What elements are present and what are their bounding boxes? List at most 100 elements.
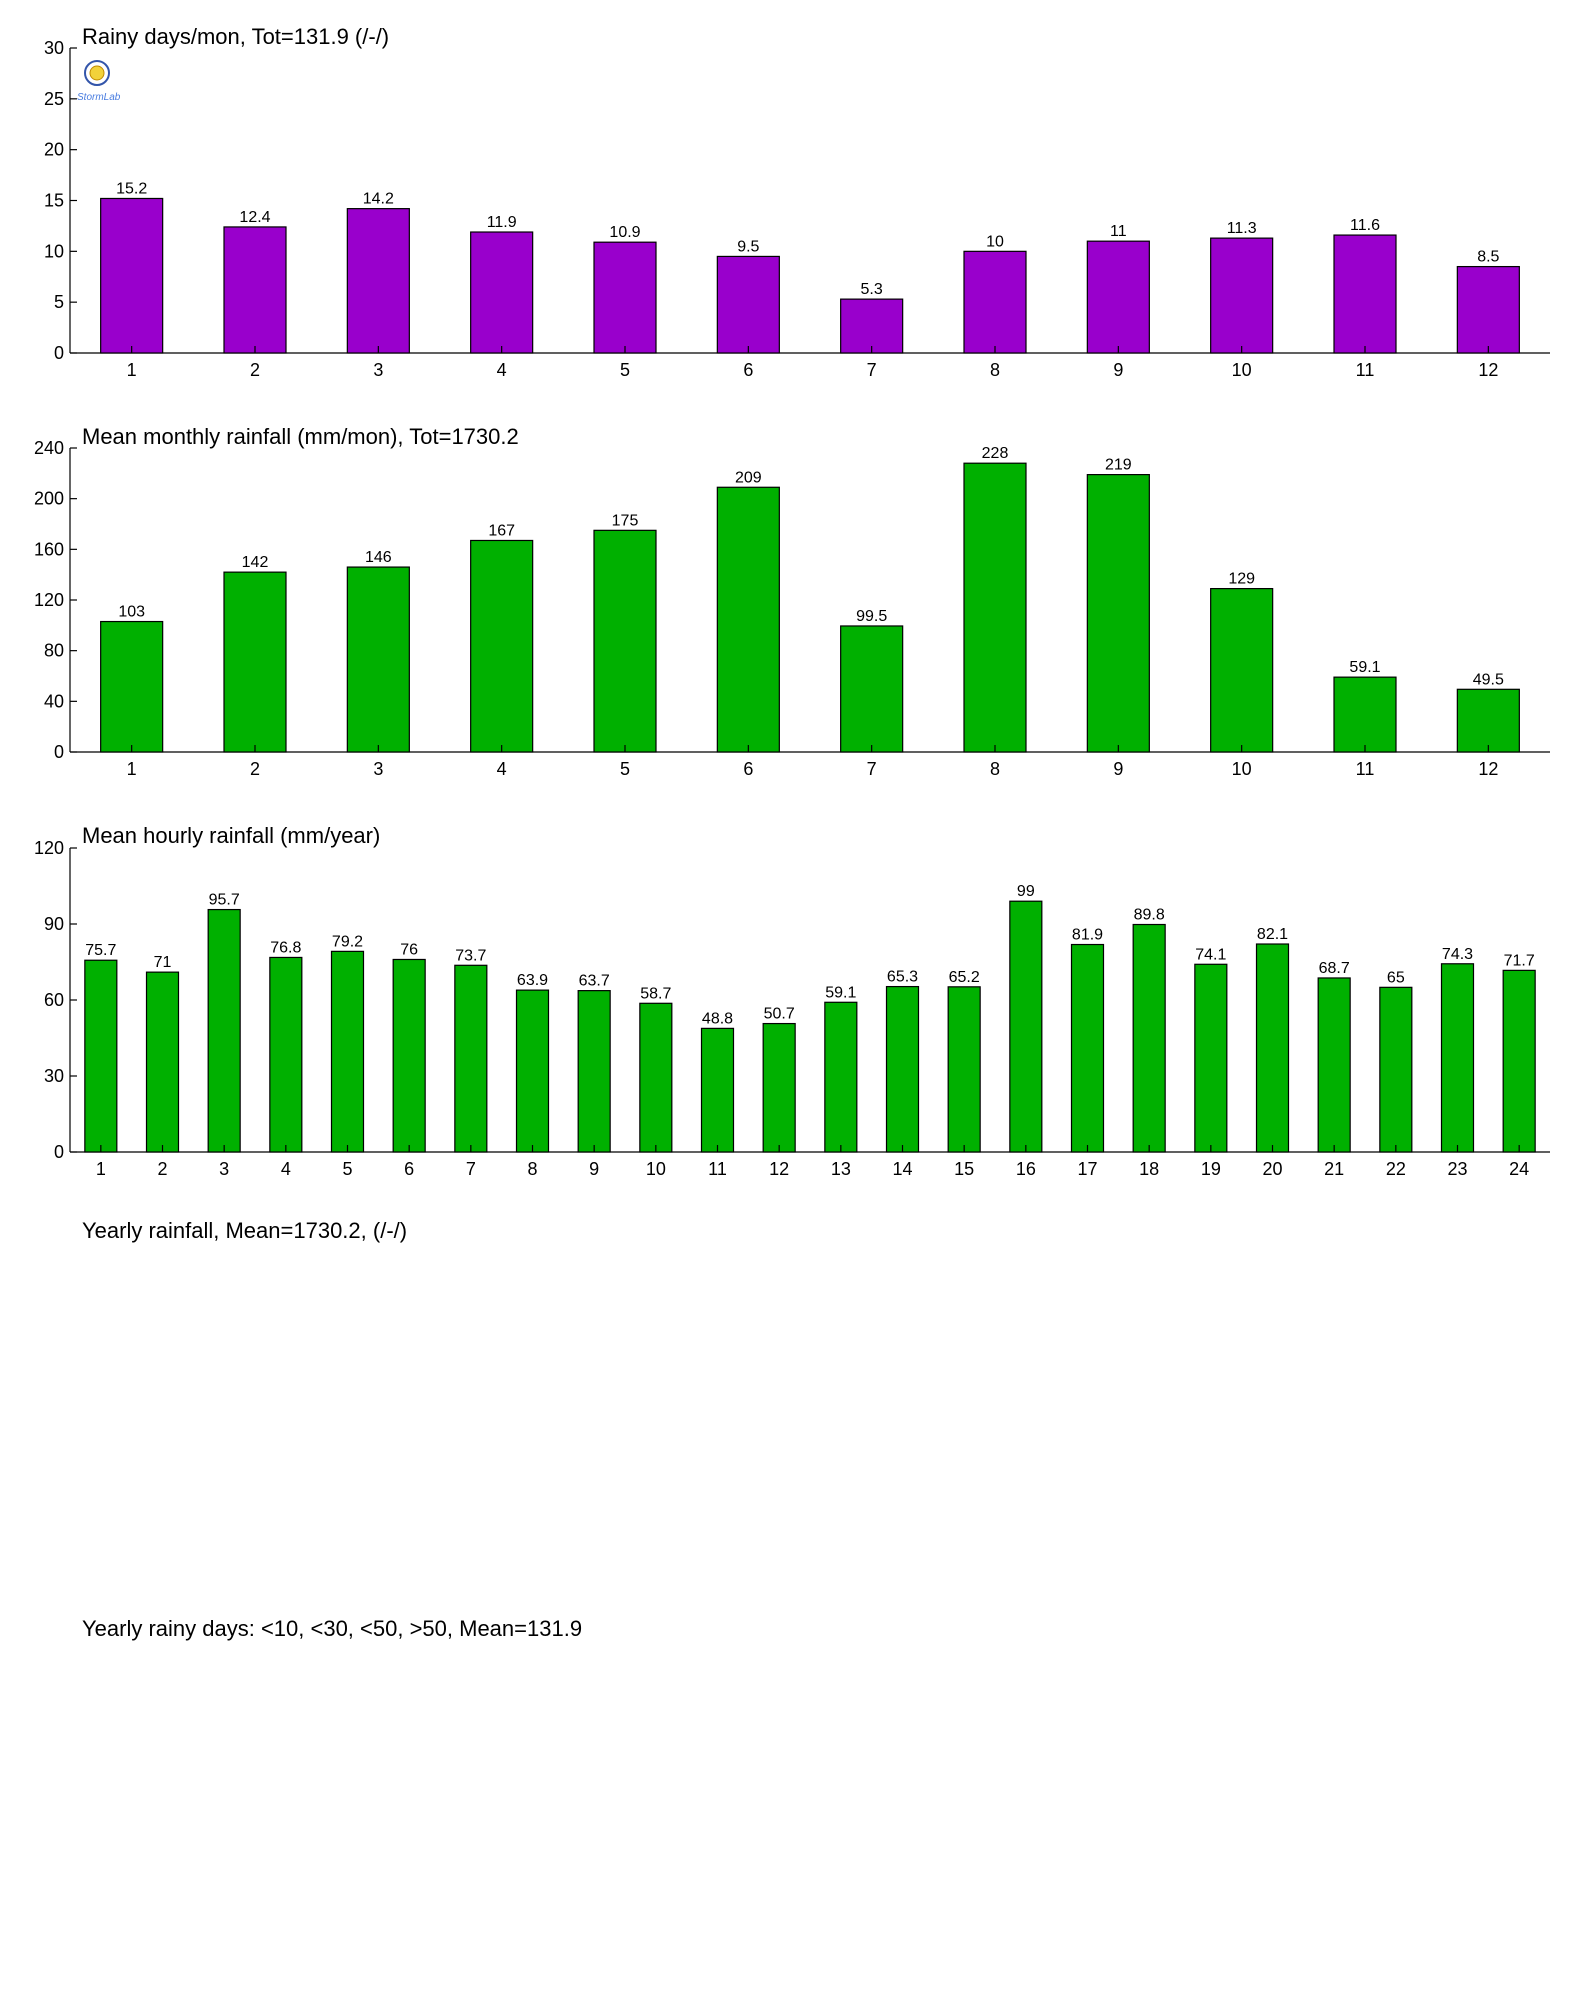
x-tick-label: 11	[1356, 759, 1375, 779]
bar-value-label: 59.1	[1349, 659, 1380, 676]
bar	[1210, 587, 1274, 753]
x-tick-label: 4	[497, 360, 507, 380]
chart-panel-1: Rainy days/mon, Tot=131.9 (/-/)051015202…	[44, 24, 1550, 380]
y-tick-label: 120	[34, 590, 64, 610]
bar-value-label: 99	[1017, 883, 1035, 900]
bar	[639, 1002, 673, 1153]
y-tick-label: 5	[54, 292, 64, 312]
bar-value-label: 95.7	[209, 892, 240, 909]
bar-value-label: 142	[242, 554, 269, 571]
lab-logo-text: StormLab	[77, 92, 121, 103]
bar-value-label: 71	[154, 954, 172, 971]
x-tick-label: 20	[1262, 1159, 1282, 1179]
x-tick-label: 11	[1356, 360, 1375, 380]
x-tick-label: 11	[708, 1159, 727, 1179]
bar	[1086, 240, 1150, 354]
y-tick-label: 40	[44, 691, 64, 711]
bar	[1379, 986, 1413, 1153]
bar-value-label: 10	[986, 233, 1004, 250]
bar	[700, 1027, 735, 1153]
bar	[1086, 474, 1150, 753]
chart-title: Mean monthly rainfall (mm/mon), Tot=1730…	[82, 424, 519, 449]
x-tick-label: 2	[157, 1159, 167, 1179]
bar-value-label: 167	[488, 522, 515, 539]
bar-value-label: 75.7	[85, 942, 116, 959]
bar	[145, 971, 180, 1153]
x-tick-label: 24	[1509, 1159, 1529, 1179]
bar	[1456, 265, 1520, 354]
bar	[1440, 963, 1475, 1153]
bar-value-label: 74.3	[1442, 946, 1473, 963]
x-tick-label: 12	[1478, 360, 1498, 380]
bar	[840, 298, 904, 354]
y-tick-label: 30	[44, 1066, 64, 1086]
bar	[269, 956, 303, 1153]
x-tick-label: 4	[497, 759, 507, 779]
bar-value-label: 219	[1105, 457, 1132, 474]
bar-value-label: 129	[1228, 571, 1255, 588]
bar-value-label: 73.7	[455, 947, 486, 964]
bar	[1333, 234, 1397, 354]
bar-value-label: 9.5	[737, 238, 759, 255]
bar-value-label: 228	[982, 445, 1009, 462]
chart-title: Rainy days/mon, Tot=131.9 (/-/)	[82, 24, 389, 49]
bar	[1456, 688, 1520, 753]
bar-value-label: 65	[1387, 969, 1405, 986]
y-tick-label: 80	[44, 641, 64, 661]
x-tick-label: 8	[527, 1159, 537, 1179]
y-tick-label: 200	[34, 489, 64, 509]
y-tick-label: 90	[44, 914, 64, 934]
chart-panel-2: Mean monthly rainfall (mm/mon), Tot=1730…	[34, 424, 1550, 779]
bar	[947, 986, 981, 1153]
chart-title: Mean hourly rainfall (mm/year)	[82, 823, 380, 848]
bar	[762, 1022, 796, 1153]
bar-value-label: 50.7	[764, 1006, 795, 1023]
x-tick-label: 10	[1232, 360, 1252, 380]
chart-panel-3: Mean hourly rainfall (mm/year)0306090120…	[34, 823, 1550, 1179]
y-tick-label: 0	[54, 343, 64, 363]
x-tick-label: 17	[1077, 1159, 1097, 1179]
bar	[330, 950, 365, 1153]
bar-value-label: 146	[365, 549, 392, 566]
bar	[392, 958, 426, 1153]
bar-value-label: 14.2	[363, 191, 394, 208]
lab-logo-icon: StormLab	[77, 60, 121, 103]
bar	[1333, 676, 1397, 753]
x-tick-label: 13	[831, 1159, 851, 1179]
y-tick-label: 20	[44, 140, 64, 160]
x-tick-label: 21	[1324, 1159, 1344, 1179]
bar	[716, 486, 780, 753]
x-tick-label: 12	[769, 1159, 789, 1179]
bar	[593, 529, 657, 753]
bar-value-label: 209	[735, 469, 762, 486]
x-tick-label: 2	[250, 360, 260, 380]
yearly-rainy-days-title: Yearly rainy days: <10, <30, <50, >50, M…	[82, 1616, 582, 1641]
bar-value-label: 58.7	[640, 985, 671, 1002]
x-tick-label: 23	[1447, 1159, 1467, 1179]
x-tick-label: 3	[219, 1159, 229, 1179]
bar-value-label: 5.3	[861, 281, 883, 298]
bar	[1255, 943, 1290, 1153]
x-tick-label: 1	[96, 1159, 106, 1179]
x-tick-label: 8	[990, 360, 1000, 380]
bar-value-label: 11.6	[1350, 217, 1380, 234]
bar-value-label: 99.5	[856, 608, 887, 625]
y-tick-label: 160	[34, 539, 64, 559]
bar	[100, 197, 164, 354]
bar-value-label: 11.9	[487, 214, 517, 231]
bar-value-label: 63.9	[517, 972, 548, 989]
bar-value-label: 48.8	[702, 1010, 733, 1027]
x-tick-label: 7	[466, 1159, 476, 1179]
x-tick-label: 5	[342, 1159, 352, 1179]
x-tick-label: 22	[1386, 1159, 1406, 1179]
bar-value-label: 15.2	[116, 180, 147, 197]
x-tick-label: 10	[1232, 759, 1252, 779]
y-tick-label: 240	[34, 438, 64, 458]
x-tick-label: 9	[1113, 360, 1123, 380]
x-tick-label: 6	[404, 1159, 414, 1179]
x-tick-label: 18	[1139, 1159, 1159, 1179]
x-tick-label: 5	[620, 759, 630, 779]
x-tick-label: 9	[589, 1159, 599, 1179]
bar-value-label: 12.4	[239, 209, 270, 226]
bar-value-label: 76	[400, 941, 418, 958]
